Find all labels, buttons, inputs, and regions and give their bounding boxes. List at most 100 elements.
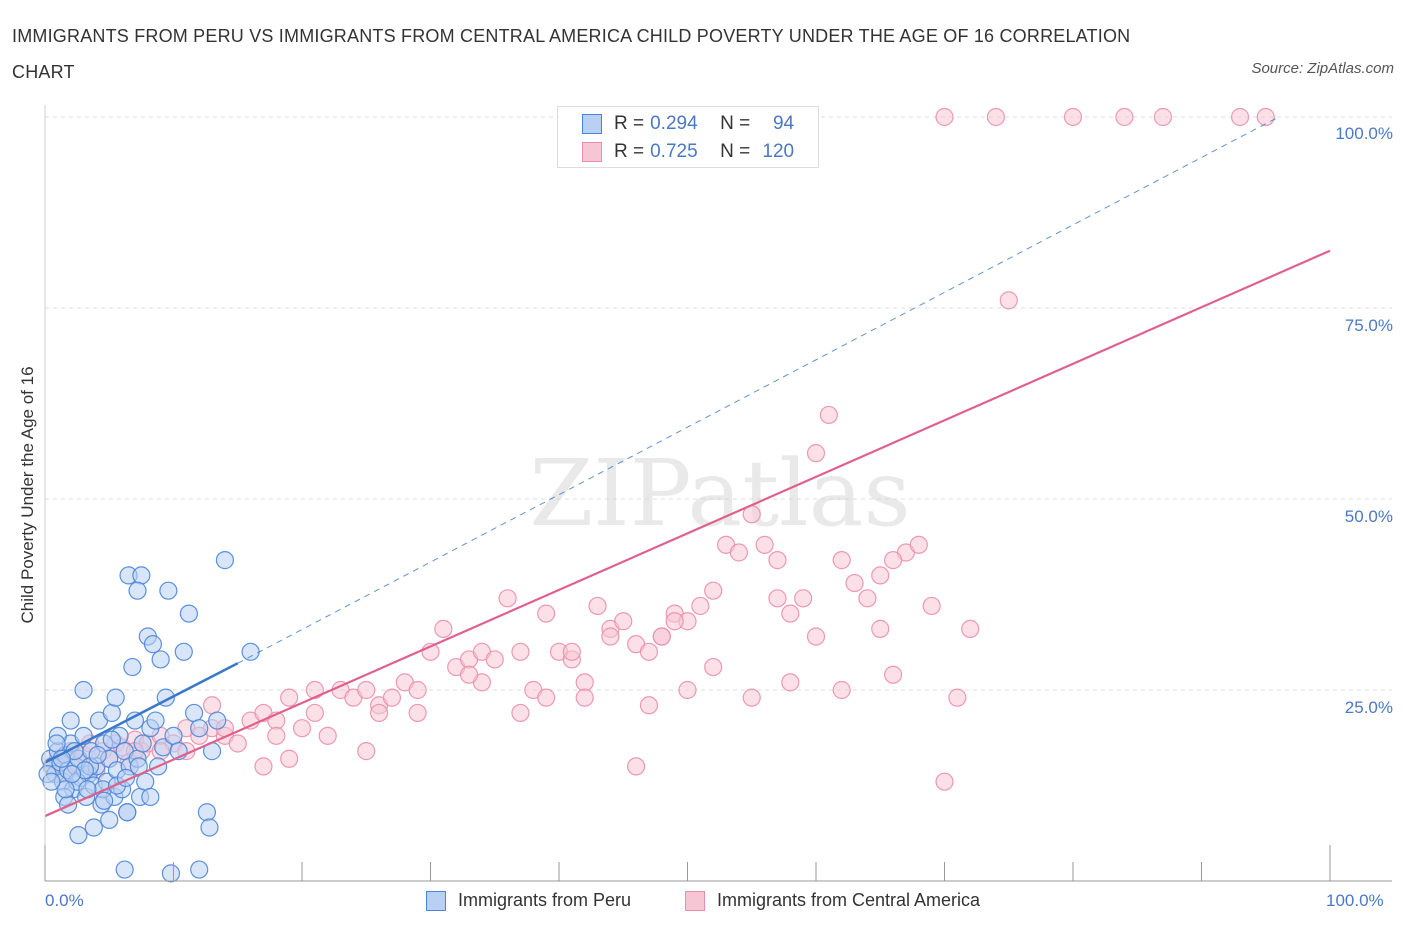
peru-point [56, 780, 75, 799]
central-america-point [434, 619, 453, 638]
central-america-point [935, 772, 954, 791]
chart-source: Source: ZipAtlas.com [1251, 60, 1394, 77]
central-america-point [832, 551, 851, 570]
peru-point [208, 711, 227, 730]
peru-trend-line [44, 662, 239, 764]
central-america-point [806, 444, 826, 463]
central-america-point [794, 589, 813, 608]
stats-legend-row-central-america: R = 0.725 N = 120 [582, 140, 794, 164]
central-america-point [318, 726, 337, 745]
peru-point [190, 860, 209, 879]
peru-point [190, 719, 209, 738]
central-america-point [845, 573, 864, 593]
central-america-point [1256, 107, 1275, 127]
central-america-point [871, 566, 890, 585]
central-america-swatch [582, 142, 602, 162]
peru-points [38, 551, 260, 883]
axis-layer [44, 105, 1392, 882]
y-axis-label: Child Poverty Under the Age of 16 [18, 366, 37, 624]
central-america-point [537, 604, 556, 623]
peru-point [200, 818, 219, 837]
peru-point [146, 711, 165, 730]
peru-point [118, 803, 137, 822]
peru-point [161, 864, 181, 883]
central-america-point [459, 665, 479, 684]
peru-point [241, 642, 260, 661]
central-america-point [678, 680, 697, 700]
central-america-trend-line [44, 249, 1331, 818]
peru-point [151, 650, 170, 669]
central-america-point [986, 107, 1006, 127]
r-label: R = [614, 113, 645, 134]
central-america-point [639, 642, 659, 661]
central-america-point [691, 596, 710, 616]
central-america-point [537, 688, 556, 707]
peru-point [47, 734, 66, 753]
central-america-point [485, 650, 504, 669]
central-america-point [922, 596, 941, 616]
peru-swatch [582, 114, 602, 134]
peru-point [184, 703, 204, 723]
central-america-point [961, 619, 980, 638]
central-america-point [498, 589, 517, 608]
x-tick-label-min: 0.0% [45, 891, 84, 910]
peru-point [215, 551, 234, 570]
central-america-point [1063, 107, 1083, 127]
peru-point [132, 566, 151, 585]
central-america-point [704, 657, 723, 677]
central-america-point [639, 696, 659, 715]
peru-point [95, 791, 114, 810]
peru-point [123, 657, 142, 677]
central-america-point [588, 596, 607, 616]
central-america-point [768, 551, 787, 570]
r-label: R = [614, 141, 645, 162]
central-america-legend-swatch [685, 890, 705, 911]
central-america-point [562, 642, 581, 661]
central-america-point [202, 696, 222, 715]
peru-point [100, 810, 119, 829]
central-america-point [1115, 107, 1134, 127]
central-america-point [1230, 107, 1250, 127]
trend-layer [44, 116, 1331, 818]
central-america-point [305, 703, 324, 723]
peru-point [128, 581, 147, 600]
peru-point [59, 795, 78, 814]
peru-trend-extension [237, 116, 1279, 664]
central-america-point [575, 688, 594, 707]
central-america-point [408, 680, 427, 700]
stats-legend: R = 0.294 N = 94 R = 0.725 N = 120 [557, 106, 819, 168]
central-america-point [883, 551, 903, 570]
central-america-point [614, 612, 633, 631]
central-america-point [575, 673, 594, 692]
central-america-point [781, 604, 800, 623]
peru-point [141, 787, 160, 807]
central-america-point [729, 543, 749, 562]
central-america-point [742, 688, 761, 707]
stats-legend-row-peru: R = 0.294 N = 94 [582, 112, 794, 136]
peru-point [42, 772, 61, 791]
central-america-point [832, 680, 851, 700]
central-america-r-value: 0.725 [650, 141, 698, 162]
central-america-n-value: 120 [762, 141, 795, 162]
central-america-point [819, 405, 838, 425]
central-america-point [755, 535, 774, 554]
peru-point [133, 734, 152, 753]
central-america-point [1153, 107, 1173, 127]
peru-point [74, 680, 93, 700]
peru-point [102, 730, 121, 749]
central-america-point [254, 757, 273, 776]
peru-point [62, 764, 82, 784]
central-america-point [704, 581, 723, 600]
peru-point [164, 726, 183, 745]
central-america-point [858, 589, 877, 608]
peru-point [102, 703, 121, 723]
central-america-point [408, 703, 427, 723]
y-tick-label-75: 75.0% [1344, 316, 1393, 335]
peru-point [88, 745, 107, 765]
central-america-point [768, 589, 787, 608]
y-tick-label-25: 25.0% [1344, 698, 1393, 717]
peru-n-value: 94 [772, 113, 795, 134]
central-america-point [357, 742, 376, 761]
central-america-point [806, 627, 826, 646]
